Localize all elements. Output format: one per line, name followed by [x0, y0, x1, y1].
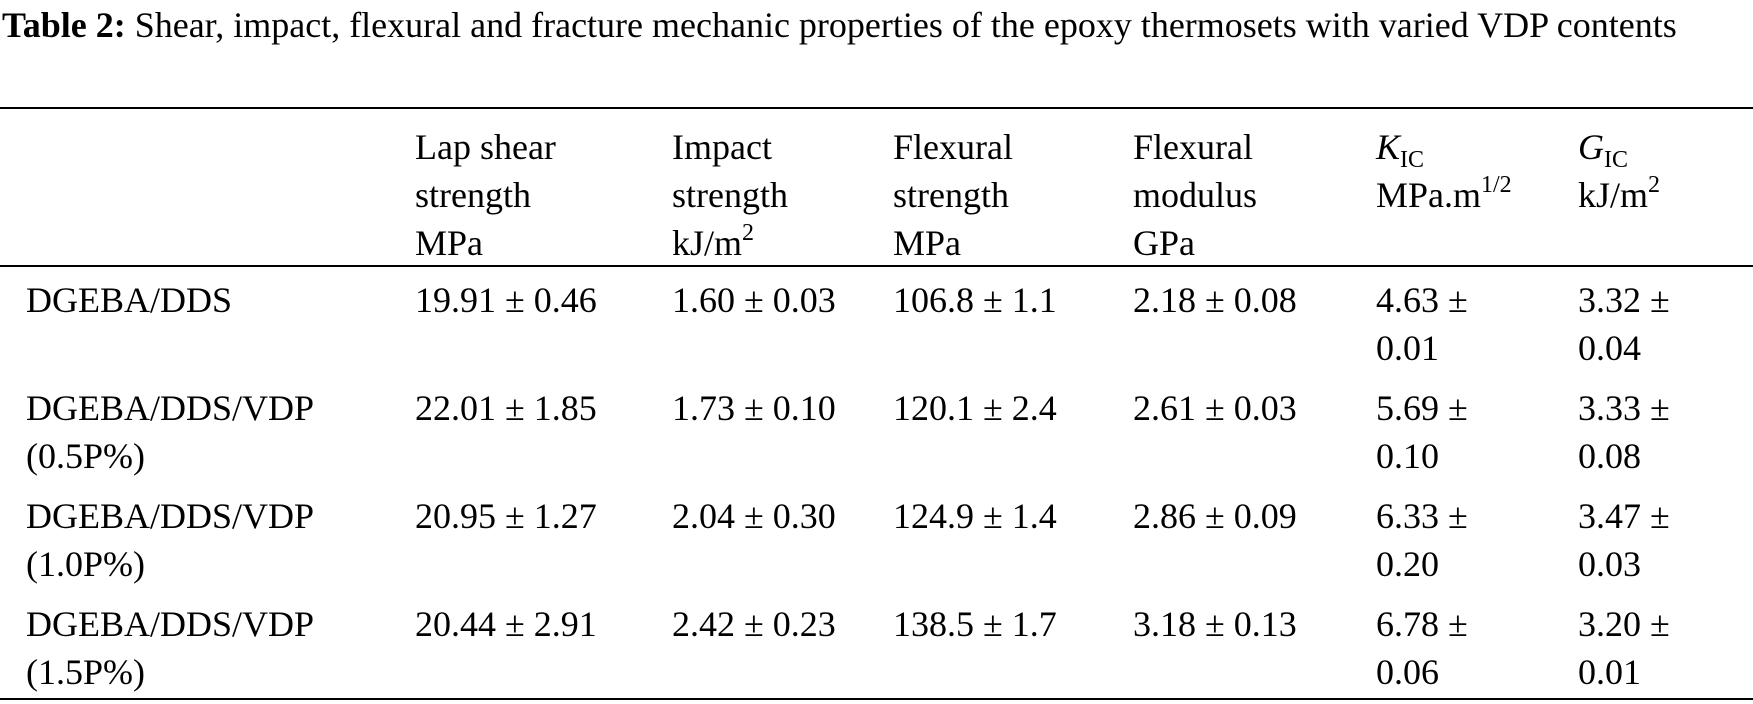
header-gic-subscript: IC — [1604, 147, 1628, 174]
cell-flexural-strength: 124.9 ± 1.4 — [893, 496, 1057, 536]
table-row-name: DGEBA/DDS — [26, 276, 232, 324]
table-caption-text: Shear, impact, flexural and fracture mec… — [125, 5, 1677, 45]
header-flexural-strength-line1: Flexural — [893, 127, 1013, 167]
cell-kic-line1: 6.33 ± — [1376, 496, 1468, 536]
table-bottom-rule — [0, 698, 1753, 700]
cell-gic-line2: 0.04 — [1578, 328, 1641, 368]
row-name-line2: (1.0P%) — [26, 544, 145, 584]
header-flexural-modulus: Flexural modulus GPa — [1133, 123, 1257, 267]
cell-flexural-strength: 120.1 ± 2.4 — [893, 388, 1057, 428]
cell-flexural-strength: 138.5 ± 1.7 — [893, 604, 1057, 644]
header-flexural-strength: Flexural strength MPa — [893, 123, 1013, 267]
row-name-line1: DGEBA/DDS/VDP — [26, 496, 315, 536]
header-gic-letter: G — [1578, 127, 1604, 167]
header-kic-unit: MPa.m1/2 — [1376, 171, 1512, 219]
header-lap-shear-unit: MPa — [415, 223, 484, 263]
header-gic: GIC kJ/m2 — [1578, 123, 1660, 219]
table-header-rule — [0, 265, 1753, 267]
cell-gic: 3.47 ± 0.03 — [1578, 492, 1670, 588]
cell-gic-line2: 0.01 — [1578, 652, 1641, 692]
cell-lap-shear: 20.44 ± 2.91 — [415, 604, 597, 644]
cell-impact: 1.60 ± 0.03 — [672, 280, 836, 320]
header-impact-line1: Impact — [672, 127, 772, 167]
header-impact-unit-base: kJ/m — [672, 223, 743, 263]
table-caption-label: Table 2: — [2, 5, 126, 45]
header-impact-unit: kJ/m2 — [672, 219, 788, 267]
header-lap-shear: Lap shear strength MPa — [415, 123, 556, 267]
header-lap-shear-line2: strength — [415, 175, 531, 215]
cell-kic: 6.78 ± 0.06 — [1376, 600, 1468, 696]
cell-flexural-modulus: 2.86 ± 0.09 — [1133, 496, 1297, 536]
header-flexural-modulus-unit: GPa — [1133, 223, 1195, 263]
cell-kic-line1: 6.78 ± — [1376, 604, 1468, 644]
cell-flexural-modulus: 3.18 ± 0.13 — [1133, 604, 1297, 644]
cell-lap-shear: 19.91 ± 0.46 — [415, 280, 597, 320]
cell-kic-line2: 0.01 — [1376, 328, 1439, 368]
row-name-line2: (0.5P%) — [26, 436, 145, 476]
row-name-line1: DGEBA/DDS/VDP — [26, 604, 315, 644]
cell-lap-shear: 22.01 ± 1.85 — [415, 388, 597, 428]
cell-gic: 3.33 ± 0.08 — [1578, 384, 1670, 480]
header-impact-unit-exp: 2 — [742, 220, 755, 246]
table-row-name: DGEBA/DDS/VDP (1.5P%) — [26, 600, 314, 696]
cell-gic-line1: 3.32 ± — [1578, 280, 1670, 320]
cell-kic-line2: 0.10 — [1376, 436, 1439, 476]
cell-gic: 3.32 ± 0.04 — [1578, 276, 1670, 372]
cell-gic: 3.20 ± 0.01 — [1578, 600, 1670, 696]
table-row-name: DGEBA/DDS/VDP (0.5P%) — [26, 384, 314, 480]
header-impact: Impact strength kJ/m2 — [672, 123, 788, 267]
header-gic-unit-exp: 2 — [1648, 172, 1661, 198]
header-kic-letter: K — [1376, 127, 1401, 167]
header-kic-symbol: KIC — [1376, 123, 1512, 174]
header-gic-symbol: GIC — [1578, 123, 1660, 174]
cell-gic-line1: 3.47 ± — [1578, 496, 1670, 536]
header-flexural-modulus-line2: modulus — [1133, 175, 1258, 215]
header-flexural-modulus-line1: Flexural — [1133, 127, 1253, 167]
row-name-line1: DGEBA/DDS/VDP — [26, 388, 315, 428]
header-kic-unit-exp: 1/2 — [1481, 172, 1512, 198]
cell-kic: 5.69 ± 0.10 — [1376, 384, 1468, 480]
header-kic: KIC MPa.m1/2 — [1376, 123, 1512, 219]
cell-kic: 4.63 ± 0.01 — [1376, 276, 1468, 372]
cell-gic-line2: 0.03 — [1578, 544, 1641, 584]
cell-impact: 2.04 ± 0.30 — [672, 496, 836, 536]
cell-flexural-modulus: 2.18 ± 0.08 — [1133, 280, 1297, 320]
table-top-rule — [0, 107, 1753, 109]
row-name-line1: DGEBA/DDS — [26, 280, 233, 320]
cell-kic: 6.33 ± 0.20 — [1376, 492, 1468, 588]
table-row-name: DGEBA/DDS/VDP (1.0P%) — [26, 492, 314, 588]
cell-gic-line1: 3.33 ± — [1578, 388, 1670, 428]
cell-kic-line2: 0.06 — [1376, 652, 1439, 692]
cell-gic-line2: 0.08 — [1578, 436, 1641, 476]
cell-flexural-strength: 106.8 ± 1.1 — [893, 280, 1057, 320]
cell-gic-line1: 3.20 ± — [1578, 604, 1670, 644]
cell-impact: 2.42 ± 0.23 — [672, 604, 836, 644]
header-gic-unit-base: kJ/m — [1578, 175, 1649, 215]
header-gic-unit: kJ/m2 — [1578, 171, 1660, 219]
cell-flexural-modulus: 2.61 ± 0.03 — [1133, 388, 1297, 428]
header-impact-line2: strength — [672, 175, 788, 215]
cell-impact: 1.73 ± 0.10 — [672, 388, 836, 428]
cell-kic-line2: 0.20 — [1376, 544, 1439, 584]
header-kic-unit-base: MPa.m — [1376, 175, 1482, 215]
header-kic-subscript: IC — [1400, 147, 1425, 174]
header-flexural-strength-line2: strength — [893, 175, 1009, 215]
cell-kic-line1: 4.63 ± — [1376, 280, 1468, 320]
cell-lap-shear: 20.95 ± 1.27 — [415, 496, 597, 536]
cell-kic-line1: 5.69 ± — [1376, 388, 1468, 428]
row-name-line2: (1.5P%) — [26, 652, 145, 692]
header-flexural-strength-unit: MPa — [893, 223, 962, 263]
table-caption: Table 2: Shear, impact, flexural and fra… — [2, 2, 1748, 48]
header-lap-shear-line1: Lap shear — [415, 127, 556, 167]
